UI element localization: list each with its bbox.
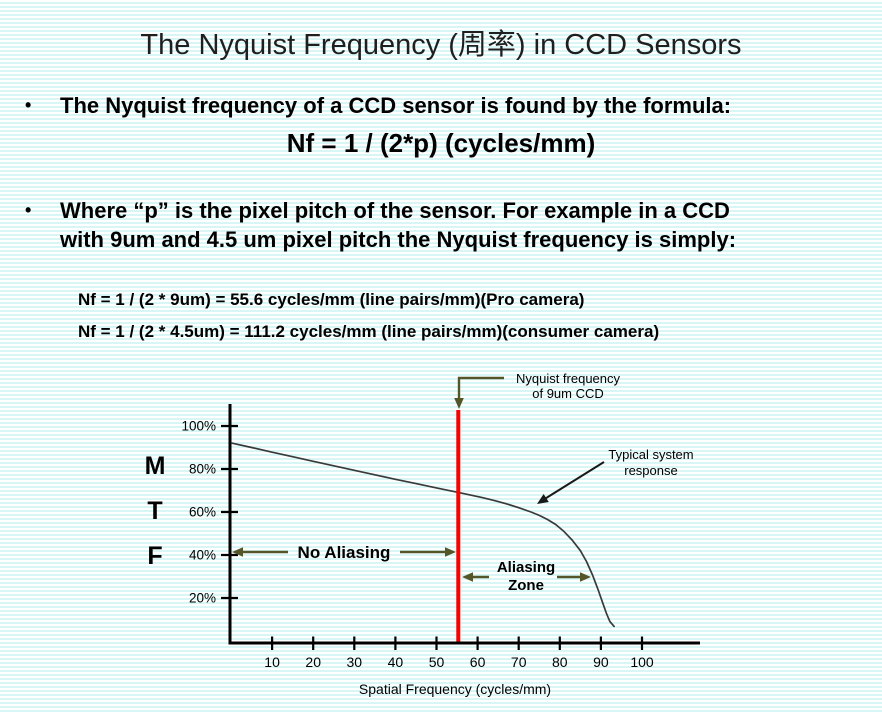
bullet-text: Where “p” is the pixel pitch of the sens… bbox=[60, 196, 736, 254]
mtf-axis-letter: T bbox=[147, 497, 162, 525]
nyquist-annotation-arrow-head bbox=[454, 398, 464, 409]
y-tick-label: 80% bbox=[189, 462, 216, 477]
x-tick-label: 60 bbox=[470, 654, 486, 670]
x-tick-label: 90 bbox=[593, 654, 609, 670]
aliasing-zone-arrow-head bbox=[580, 572, 591, 582]
bullet-text: The Nyquist frequency of a CCD sensor is… bbox=[60, 93, 732, 118]
x-axis-title: Spatial Frequency (cycles/mm) bbox=[359, 681, 551, 697]
x-tick-label: 20 bbox=[305, 654, 321, 670]
bullet-text-line2: with 9um and 4.5 um pixel pitch the Nyqu… bbox=[60, 227, 737, 252]
bullet-item-formula: • The Nyquist frequency of a CCD sensor … bbox=[25, 91, 731, 120]
nyquist-annotation-label: Nyquist frequency bbox=[516, 371, 621, 386]
aliasing-zone-arrow-head bbox=[462, 572, 473, 582]
aliasing-zone-label: Aliasing bbox=[497, 559, 555, 576]
example-formula-pro: Nf = 1 / (2 * 9um) = 55.6 cycles/mm (lin… bbox=[78, 290, 585, 309]
y-tick-label: 100% bbox=[181, 419, 216, 434]
x-tick-label: 10 bbox=[264, 654, 280, 670]
x-tick-label: 40 bbox=[388, 654, 404, 670]
bullet-glyph: • bbox=[25, 200, 32, 220]
y-tick-label: 20% bbox=[189, 591, 216, 606]
mtf-axis-letter: M bbox=[145, 452, 166, 480]
example-formula-consumer: Nf = 1 / (2 * 4.5um) = 111.2 cycles/mm (… bbox=[78, 322, 660, 341]
x-tick-label: 80 bbox=[552, 654, 568, 670]
aliasing-zone-label: Zone bbox=[508, 577, 544, 594]
no-aliasing-arrow-head bbox=[232, 547, 243, 557]
slide-title: The Nyquist Frequency (周率) in CCD Sensor… bbox=[140, 29, 742, 61]
no-aliasing-label: No Aliasing bbox=[298, 543, 391, 562]
nyquist-annotation-arrow bbox=[457, 376, 504, 400]
typical-response-label: response bbox=[624, 463, 677, 478]
mtf-curve bbox=[231, 442, 615, 628]
x-tick-label: 50 bbox=[429, 654, 445, 670]
nyquist-formula: Nf = 1 / (2*p) (cycles/mm) bbox=[286, 128, 596, 158]
x-tick-label: 70 bbox=[511, 654, 527, 670]
mtf-axis-letter: F bbox=[147, 542, 162, 570]
no-aliasing-arrow-head bbox=[445, 547, 456, 557]
y-tick-label: 60% bbox=[189, 505, 216, 520]
y-tick-label: 40% bbox=[189, 548, 216, 563]
bullet-text-line1: Where “p” is the pixel pitch of the sens… bbox=[60, 198, 730, 223]
bullet-glyph: • bbox=[25, 95, 32, 115]
typical-response-arrow bbox=[542, 461, 605, 501]
x-tick-label: 30 bbox=[347, 654, 363, 670]
typical-response-label: Typical system bbox=[608, 447, 693, 462]
nyquist-annotation-label: of 9um CCD bbox=[532, 386, 604, 401]
typical-response-arrow-head bbox=[537, 494, 549, 504]
bullet-item-pixel-pitch: • Where “p” is the pixel pitch of the se… bbox=[25, 196, 736, 254]
x-tick-label: 100 bbox=[630, 654, 654, 670]
